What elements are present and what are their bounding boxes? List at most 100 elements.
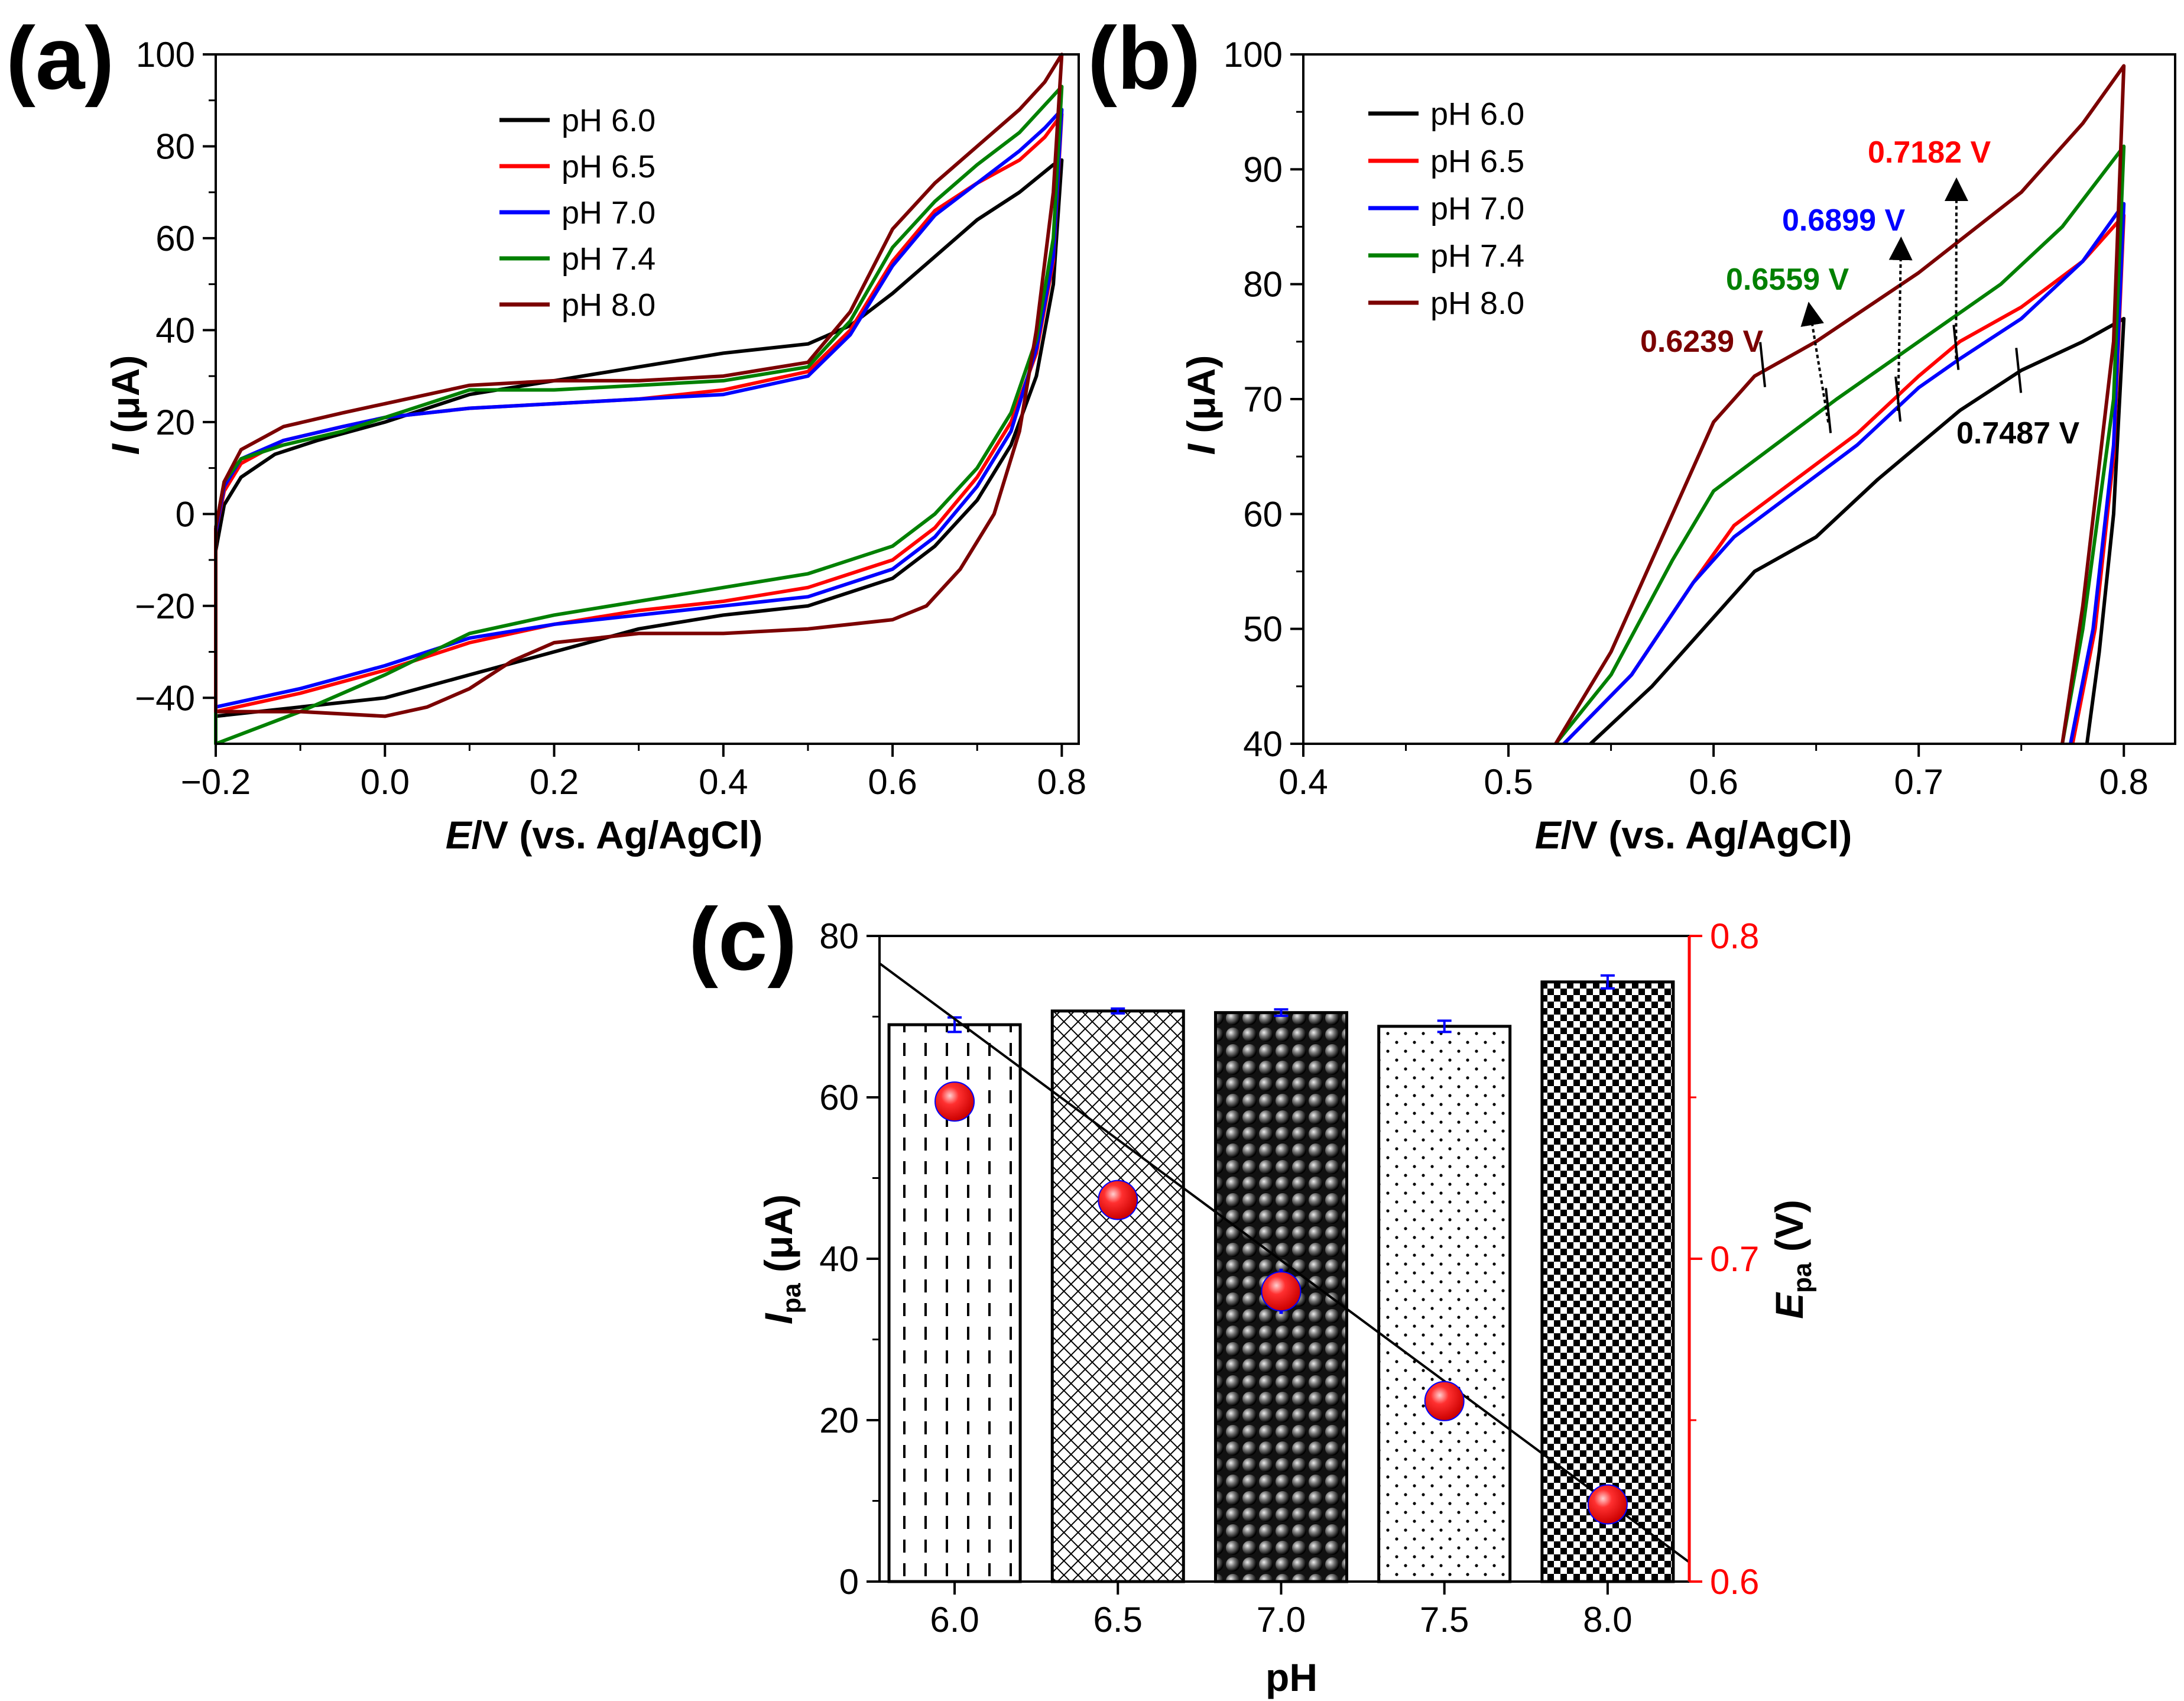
panel-b-curve xyxy=(1589,317,2126,746)
panel-b-ytick-label: 40 xyxy=(1243,724,1283,764)
panel-a-curve xyxy=(214,108,1064,709)
panel-c-y2-ytick-label: 0.6 xyxy=(1710,1562,1759,1602)
panel-c-xtick-label: 8.0 xyxy=(1583,1600,1632,1640)
panel-c-bar xyxy=(1050,1009,1185,1583)
panel-a-legend-label: pH 6.5 xyxy=(562,149,655,184)
panel-a-legend-label: pH 8.0 xyxy=(562,287,655,323)
panel-b-peak-marker xyxy=(1894,376,1902,422)
panel-c-ytick-label: 60 xyxy=(819,1078,859,1117)
panel-a-frame xyxy=(215,53,1080,745)
panel-b-axes: 0.4 0.5 0.6 0.7 0.8 40 50 60 70 80 90 100 xyxy=(1224,35,2176,802)
panel-c-y2label: Epa (V) xyxy=(1767,1200,1817,1319)
panel-c-ylabel: Ipa (μA) xyxy=(757,1194,806,1324)
panel-b-annotation: 0.6239 V xyxy=(1640,325,1763,359)
panel-b-xtick-label: 0.5 xyxy=(1484,762,1533,802)
panel-c-point xyxy=(934,1081,975,1122)
panel-b-legend-label: pH 6.0 xyxy=(1430,96,1524,132)
panel-b-ylabel: I (μA) xyxy=(1179,355,1223,455)
panel-b-ytick-label: 50 xyxy=(1243,610,1283,649)
panel-b-annotation-arrow xyxy=(1888,236,1913,412)
panel-b-ytick-label: 90 xyxy=(1243,150,1283,189)
panel-b-annotation: 0.6899 V xyxy=(1782,203,1905,238)
panel-c-xtick-label: 7.0 xyxy=(1257,1600,1306,1640)
panel-c-label: (c) xyxy=(689,889,797,989)
panel-b-label: (b) xyxy=(1088,8,1201,108)
panel-b-annotation-arrow xyxy=(1800,302,1830,423)
panel-a-axes: −0.2 0.0 0.2 0.4 0.6 0.8 −40 −20 0 20 40 60 80 100 xyxy=(135,35,1086,802)
panel-a-curve xyxy=(214,85,1064,746)
panel-c-fit-line xyxy=(878,962,1690,1563)
panel-c-point xyxy=(1424,1381,1465,1421)
panel-c-points xyxy=(934,1081,1628,1525)
panel-c-ytick-label: 80 xyxy=(819,916,859,956)
panel-b-xtick-label: 0.4 xyxy=(1278,762,1328,802)
panel-c-point xyxy=(1587,1484,1628,1525)
panel-b-peak-marker xyxy=(1825,388,1832,433)
panel-b-ytick-label: 70 xyxy=(1243,380,1283,419)
panel-a-legend: pH 6.0 pH 6.5 pH 7.0 pH 7.4 pH 8.0 xyxy=(499,103,655,323)
panel-b-legend-label: pH 6.5 xyxy=(1430,144,1524,179)
panel-b-xtick-label: 0.6 xyxy=(1689,762,1738,802)
panel-a-xtick-label: 0.8 xyxy=(1037,762,1086,802)
panel-b-curve xyxy=(1562,202,2126,746)
panel-b-legend-label: pH 8.0 xyxy=(1430,286,1524,321)
panel-a-xtick-label: 0.0 xyxy=(361,762,410,802)
panel-a-xtick-label: 0.6 xyxy=(868,762,917,802)
panel-c-axes: 6.0 6.5 7.0 7.5 8.0 0 20 40 60 80 0.6 0.7 0.8 xyxy=(819,916,1759,1640)
panel-a-legend-label: pH 6.0 xyxy=(562,103,655,138)
panel-b-ytick-label: 100 xyxy=(1224,35,1283,74)
panel-b-curves xyxy=(1554,64,2126,746)
panel-a-ytick-label: 80 xyxy=(155,127,195,166)
panel-a-ytick-label: 20 xyxy=(155,403,195,442)
panel-b-peak-marker xyxy=(1952,325,1960,370)
panel-a-curve xyxy=(214,53,1064,718)
panel-b-legend-label: pH 7.4 xyxy=(1430,238,1524,274)
panel-a-xlabel: E/V (vs. Ag/AgCl) xyxy=(446,813,763,857)
panel-b-annotation: 0.7487 V xyxy=(1956,416,2079,451)
panel-a-legend-label: pH 7.0 xyxy=(562,195,655,231)
panel-a-ytick-label: 40 xyxy=(155,310,195,350)
panel-b-legend: pH 6.0 pH 6.5 pH 7.0 pH 7.4 pH 8.0 xyxy=(1368,96,1524,321)
panel-a-label: (a) xyxy=(6,8,114,108)
panel-c-chart: 6.0 6.5 7.0 7.5 8.0 0 20 40 60 80 0.6 0.7 0.8 pH Ipa… xyxy=(757,916,1817,1699)
panel-c-xlabel: pH xyxy=(1265,1655,1317,1699)
panel-b-peak-marker xyxy=(2015,348,2023,393)
panel-c-y2-ytick-label: 0.8 xyxy=(1710,916,1759,956)
panel-a-ytick-label: 100 xyxy=(136,35,195,74)
panel-a-xtick-label: −0.2 xyxy=(181,762,251,802)
panel-c-point xyxy=(1261,1271,1302,1312)
panel-a-xtick-label: 0.2 xyxy=(530,762,579,802)
panel-b-ytick-label: 60 xyxy=(1243,494,1283,534)
panel-c-y2-ytick-label: 0.7 xyxy=(1710,1239,1759,1279)
panel-a-ylabel: I (μA) xyxy=(103,355,147,455)
panel-b-xtick-label: 0.8 xyxy=(2099,762,2149,802)
panel-c-xtick-label: 7.5 xyxy=(1420,1600,1469,1640)
panel-b-legend-label: pH 7.0 xyxy=(1430,191,1524,226)
panel-a-chart: −0.2 0.0 0.2 0.4 0.6 0.8 −40 −20 0 20 40 60 80 100 pH… xyxy=(103,35,1086,857)
panel-a-ytick-label: −40 xyxy=(135,678,195,718)
panel-b-annotation: 0.7182 V xyxy=(1868,135,1991,170)
panel-c-ytick-label: 40 xyxy=(819,1239,859,1279)
panel-a-ytick-label: 0 xyxy=(176,494,195,534)
panel-b-curve xyxy=(1554,64,2126,745)
panel-a-curves xyxy=(214,53,1064,746)
panel-c-bar xyxy=(1540,980,1675,1583)
panel-b-xtick-label: 0.7 xyxy=(1894,762,1943,802)
panel-c-bar xyxy=(1377,1025,1512,1583)
panel-c-point xyxy=(1098,1180,1138,1220)
panel-b-curve xyxy=(1554,144,2126,745)
panel-a-ytick-label: −20 xyxy=(135,587,195,626)
panel-c-ytick-label: 0 xyxy=(839,1562,859,1602)
panel-b-peak-marker xyxy=(1759,342,1767,387)
panel-c-ytick-label: 20 xyxy=(819,1401,859,1440)
panel-b-annotation: 0.6559 V xyxy=(1726,263,1849,297)
panel-b-annotations: 0.6239 V 0.6559 V 0.6899 V 0.7182 V 0.7487 V xyxy=(1640,135,2079,451)
panel-a-legend-label: pH 7.4 xyxy=(562,241,655,277)
panel-c-xtick-label: 6.5 xyxy=(1093,1600,1143,1640)
panel-b-ytick-label: 80 xyxy=(1243,265,1283,304)
panel-a-ytick-label: 60 xyxy=(155,219,195,258)
panel-c-xtick-label: 6.0 xyxy=(930,1600,979,1640)
panel-b-xlabel: E/V (vs. Ag/AgCl) xyxy=(1535,813,1852,857)
